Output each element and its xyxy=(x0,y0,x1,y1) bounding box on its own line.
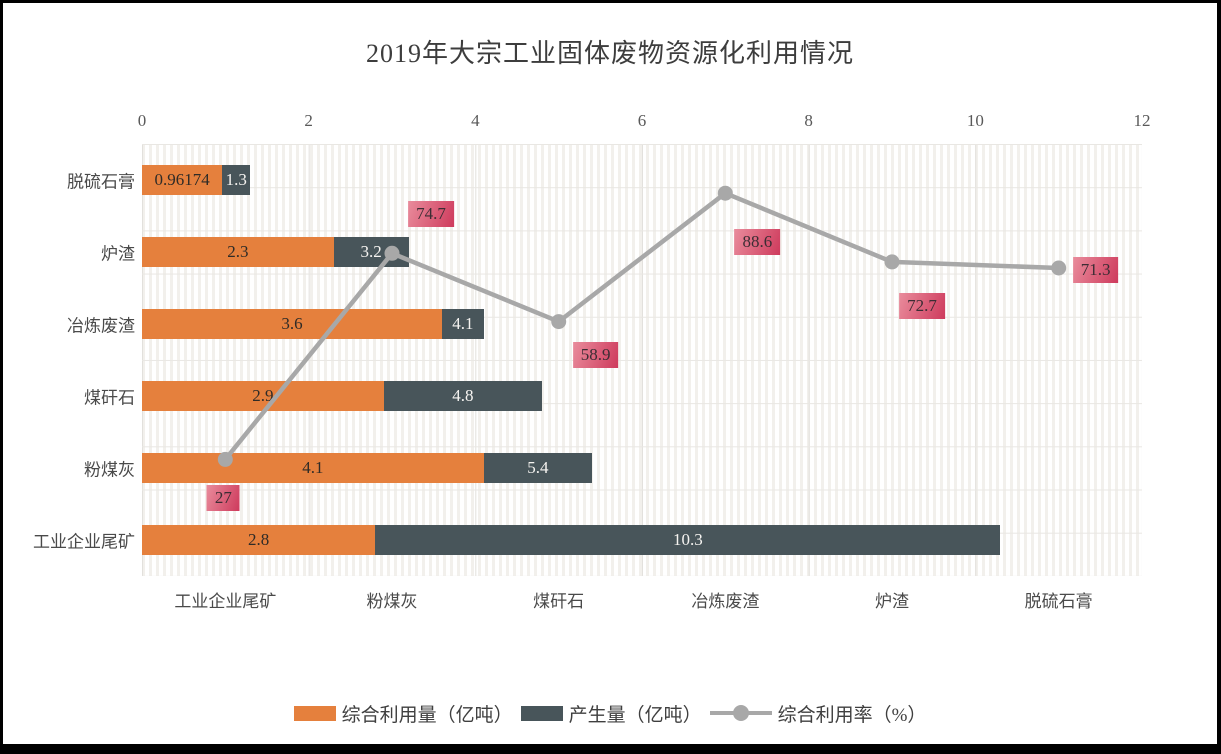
legend-line-marker-swatch xyxy=(709,705,772,721)
rate-point-marker xyxy=(217,451,233,467)
x-axis-tick-label: 6 xyxy=(637,111,647,130)
y-category-label: 脱硫石膏 xyxy=(67,172,135,192)
x-axis-tick-label: 2 xyxy=(304,111,313,130)
bar-utilization: 2.9 xyxy=(142,381,384,411)
x-axis-tick-label: 12 xyxy=(1133,111,1151,130)
rate-value-label: 71.3 xyxy=(1072,256,1119,283)
x-axis-tick-label: 0 xyxy=(137,111,147,130)
legend-item-label: 产生量（亿吨） xyxy=(568,704,702,726)
x-axis-tick-label: 4 xyxy=(471,111,480,130)
bottom-category-label: 煤矸石 xyxy=(533,592,585,611)
bottom-category-label: 冶炼废渣 xyxy=(691,592,760,611)
bar-production: 10.3 xyxy=(375,525,1001,555)
rate-line xyxy=(223,190,1059,461)
bar-utilization: 2.8 xyxy=(142,525,376,555)
bar-utilization: 2.3 xyxy=(142,237,334,267)
x-axis-tick-label: 8 xyxy=(804,111,813,130)
bar-utilization: 0.96174 xyxy=(142,165,223,195)
legend-bar-swatch xyxy=(293,705,336,721)
y-category-label: 煤矸石 xyxy=(84,388,135,408)
bottom-category-label: 工业企业尾矿 xyxy=(174,592,277,611)
legend-item: 综合利用率（%） xyxy=(709,700,927,727)
y-category-label: 工业企业尾矿 xyxy=(33,532,135,552)
rate-point-marker xyxy=(551,314,567,330)
bar-utilization: 4.1 xyxy=(142,453,484,483)
legend-item: 产生量（亿吨） xyxy=(520,700,702,727)
x-axis-tick-label: 10 xyxy=(966,111,984,130)
legend-item-label: 综合利用量（亿吨） xyxy=(341,704,513,726)
y-category-label: 冶炼废渣 xyxy=(67,316,135,336)
bar-utilization: 3.6 xyxy=(142,309,442,339)
y-category-label: 炉渣 xyxy=(101,244,135,264)
rate-line-chart xyxy=(217,185,1067,467)
rate-value-label: 88.6 xyxy=(734,229,781,256)
rate-value-label: 58.9 xyxy=(572,341,619,368)
legend: 综合利用量（亿吨） 产生量（亿吨） 综合利用率（%） xyxy=(3,697,1217,729)
bottom-category-label: 炉渣 xyxy=(875,592,909,611)
bar-production: 5.4 xyxy=(483,453,592,483)
rate-point-marker xyxy=(384,245,400,261)
legend-item: 综合利用量（亿吨） xyxy=(293,700,513,727)
rate-point-marker xyxy=(884,254,900,270)
plot-area xyxy=(142,144,1142,576)
bar-production: 1.3 xyxy=(222,165,251,195)
bottom-category-label: 脱硫石膏 xyxy=(1024,592,1093,611)
rate-value-label: 74.7 xyxy=(408,201,454,228)
bar-production: 4.1 xyxy=(442,309,484,339)
bottom-category-label: 粉煤灰 xyxy=(366,592,418,611)
rate-point-marker xyxy=(717,185,733,201)
legend-item-label: 综合利用率（%） xyxy=(777,704,927,726)
chart-title: 2019年大宗工业固体废物资源化利用情况 xyxy=(365,39,854,68)
y-category-label: 粉煤灰 xyxy=(84,460,135,480)
rate-point-marker xyxy=(1051,260,1067,276)
legend-bar-swatch xyxy=(520,705,563,721)
rate-value-label: 27 xyxy=(206,485,240,512)
legend-line-swatch-dot xyxy=(732,705,749,721)
rate-value-label: 72.7 xyxy=(899,292,945,319)
bar-production: 4.8 xyxy=(383,381,542,411)
